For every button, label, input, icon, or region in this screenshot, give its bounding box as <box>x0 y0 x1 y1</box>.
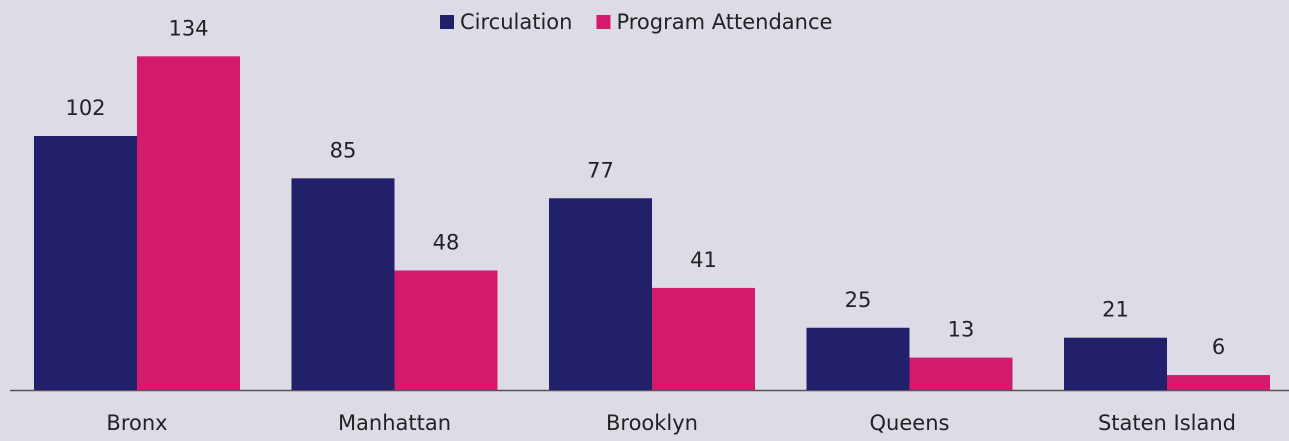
x-tick-label: Staten Island <box>1098 411 1236 435</box>
legend-label: Circulation <box>460 10 572 34</box>
data-label: 77 <box>587 158 614 182</box>
bar <box>291 178 395 390</box>
data-label: 134 <box>168 16 208 40</box>
x-tick-label: Queens <box>870 411 950 435</box>
bar <box>1064 337 1167 390</box>
x-tick-label: Bronx <box>106 411 167 435</box>
data-label: 6 <box>1212 335 1225 359</box>
data-label: 102 <box>65 96 105 120</box>
bar <box>806 327 910 390</box>
data-label: 48 <box>433 230 460 254</box>
bar <box>909 357 1013 390</box>
bar <box>549 198 652 390</box>
x-tick-label: Manhattan <box>338 411 451 435</box>
legend-label: Program Attendance <box>616 10 832 34</box>
bar <box>1167 375 1270 390</box>
data-label: 41 <box>690 248 717 272</box>
data-label: 85 <box>330 138 357 162</box>
bar <box>137 56 240 391</box>
data-label: 21 <box>1102 298 1129 322</box>
bar <box>652 287 755 390</box>
bar <box>34 136 137 390</box>
data-label: 13 <box>948 318 975 342</box>
data-label: 25 <box>845 288 872 312</box>
x-tick-label: Brooklyn <box>606 411 698 435</box>
legend-swatch <box>596 15 611 29</box>
bar <box>394 270 498 390</box>
legend-swatch <box>440 15 454 29</box>
